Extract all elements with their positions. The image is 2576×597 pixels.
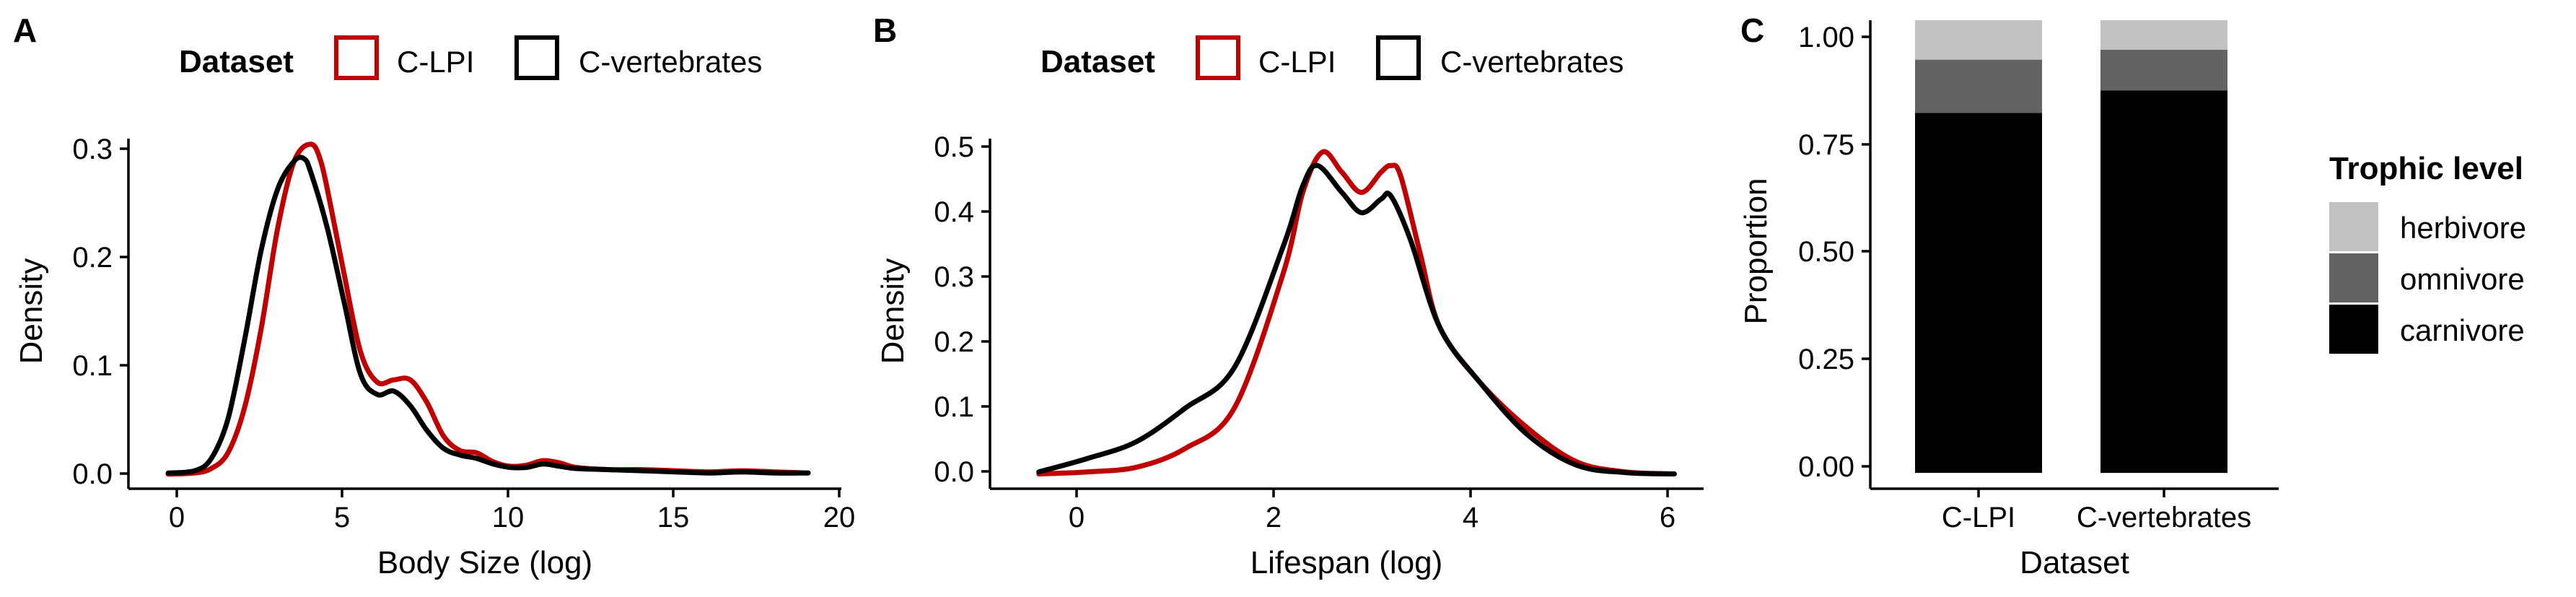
legend-key-c-vertebrates-b xyxy=(1376,35,1421,80)
y-tick-label-a-0: 0.0 xyxy=(72,458,113,490)
panel-letter-a: A xyxy=(13,12,37,49)
x-axis-title-b: Lifespan (log) xyxy=(1250,545,1443,580)
legend-title-c: Trophic level xyxy=(2329,151,2523,186)
bar-herbivore-c-vertebrates xyxy=(2100,20,2227,50)
panel-letter-b: B xyxy=(873,12,897,49)
panel-a: A Dataset C-LPI C-vertebrates 0.0 0.1 0.… xyxy=(13,12,855,580)
x-axis-title-a: Body Size (log) xyxy=(377,545,592,580)
x-tick-label-a-1: 5 xyxy=(334,502,350,533)
density-line-c-vertebrates-a xyxy=(165,154,811,476)
legend-key-carnivore xyxy=(2329,305,2378,354)
y-tick-label-c-0: 0.00 xyxy=(1798,451,1854,483)
legend-label-c-lpi-b: C-LPI xyxy=(1258,45,1336,79)
legend-key-c-vertebrates-a xyxy=(514,35,559,80)
legend-label-omnivore: omnivore xyxy=(2400,262,2525,296)
legend-label-herbivore: herbivore xyxy=(2400,211,2526,245)
bar-carnivore-c-lpi xyxy=(1915,113,2042,473)
x-tick-label-c-0: C-LPI xyxy=(1942,502,2015,533)
legend-label-c-lpi-a: C-LPI xyxy=(397,45,474,79)
y-tick-label-a-1: 0.1 xyxy=(72,350,113,382)
y-tick-label-a-2: 0.2 xyxy=(72,242,113,274)
legend-label-carnivore: carnivore xyxy=(2400,313,2525,347)
legend-title-a: Dataset xyxy=(179,44,294,79)
legend-key-c-lpi-b xyxy=(1196,35,1240,80)
y-axis-title-a: Density xyxy=(14,258,49,365)
density-line-c-vertebrates-b xyxy=(1036,162,1677,476)
legend-b: Dataset C-LPI C-vertebrates xyxy=(1041,35,1624,80)
legend-a: Dataset C-LPI C-vertebrates xyxy=(179,35,762,80)
y-tick-label-b-1: 0.1 xyxy=(934,391,974,423)
y-tick-label-c-4: 1.00 xyxy=(1798,22,1854,53)
bar-herbivore-c-lpi xyxy=(1915,20,2042,60)
y-tick-label-b-4: 0.4 xyxy=(934,196,974,228)
y-axis-title-b: Density xyxy=(875,258,911,365)
y-tick-label-b-3: 0.3 xyxy=(934,261,974,293)
bar-omnivore-c-vertebrates xyxy=(2100,49,2227,91)
x-tick-label-a-4: 20 xyxy=(823,502,856,533)
density-line-c-lpi-a xyxy=(165,141,811,477)
y-tick-label-c-1: 0.25 xyxy=(1798,344,1854,375)
x-tick-label-a-0: 0 xyxy=(169,502,185,533)
panel-letter-c: C xyxy=(1740,12,1764,49)
x-tick-label-b-1: 2 xyxy=(1266,502,1282,533)
x-axis-title-c: Dataset xyxy=(2020,545,2129,580)
bar-carnivore-c-vertebrates xyxy=(2100,90,2227,474)
y-tick-label-c-3: 0.75 xyxy=(1798,129,1854,161)
x-tick-label-b-0: 0 xyxy=(1069,502,1085,533)
x-tick-label-b-2: 4 xyxy=(1463,502,1478,533)
panel-b: B Dataset C-LPI C-vertebrates 0.0 0.1 0.… xyxy=(873,12,1704,580)
legend-label-c-vertebrates-b: C-vertebrates xyxy=(1440,45,1624,79)
x-tick-label-c-1: C-vertebrates xyxy=(2077,502,2251,533)
density-line-c-lpi-b xyxy=(1036,149,1677,476)
legend-key-omnivore xyxy=(2329,253,2378,302)
y-axis-title-c: Proportion xyxy=(1738,178,1774,324)
y-tick-label-b-2: 0.2 xyxy=(934,326,974,358)
bar-omnivore-c-lpi xyxy=(1915,59,2042,113)
legend-c: Trophic level herbivore omnivore carnivo… xyxy=(2329,151,2526,354)
legend-title-b: Dataset xyxy=(1041,44,1155,79)
y-tick-label-b-5: 0.5 xyxy=(934,131,974,163)
y-tick-label-a-3: 0.3 xyxy=(72,134,113,165)
legend-label-c-vertebrates-a: C-vertebrates xyxy=(579,45,762,79)
y-tick-label-b-0: 0.0 xyxy=(934,456,974,488)
legend-key-herbivore xyxy=(2329,202,2378,251)
panel-c: C 0.00 0.25 0.50 0.75 1.00 C-LPI C-verte… xyxy=(1738,12,2526,580)
y-tick-label-c-2: 0.50 xyxy=(1798,236,1854,268)
x-tick-label-b-3: 6 xyxy=(1660,502,1675,533)
legend-key-c-lpi-a xyxy=(334,35,379,80)
x-tick-label-a-3: 15 xyxy=(657,502,690,533)
x-tick-label-a-2: 10 xyxy=(492,502,525,533)
